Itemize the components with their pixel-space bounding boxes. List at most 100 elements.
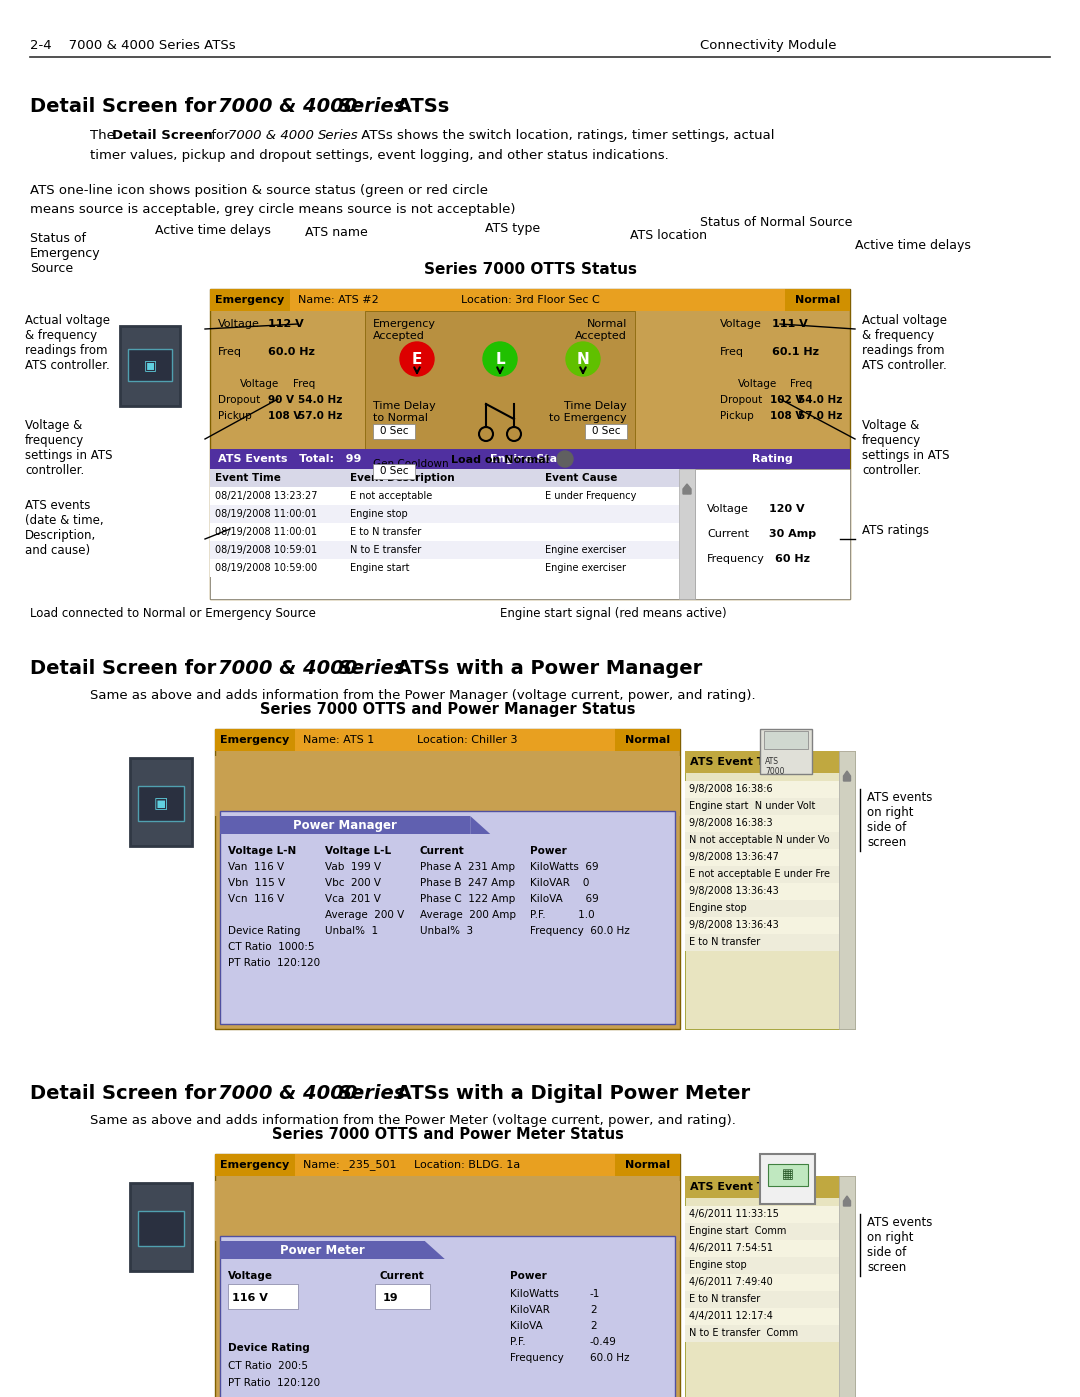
Text: Series 7000 OTTS and Power Meter Status: Series 7000 OTTS and Power Meter Status xyxy=(271,1127,623,1141)
Bar xyxy=(375,1284,430,1309)
Text: Emergency: Emergency xyxy=(215,295,285,305)
Bar xyxy=(373,464,415,479)
Text: Engine stop: Engine stop xyxy=(689,1260,746,1270)
Text: Dropout: Dropout xyxy=(218,395,260,405)
Text: 7000 & 4000: 7000 & 4000 xyxy=(228,129,319,142)
Bar xyxy=(215,756,680,816)
Bar xyxy=(785,289,850,312)
Text: E not acceptable E under Fre: E not acceptable E under Fre xyxy=(689,869,831,879)
Text: ATS one-line icon shows position & source status (green or red circle: ATS one-line icon shows position & sourc… xyxy=(30,184,488,197)
Text: Power: Power xyxy=(510,1271,546,1281)
Text: Unbal%  1: Unbal% 1 xyxy=(325,926,378,936)
Circle shape xyxy=(566,342,600,376)
Bar xyxy=(220,812,675,1024)
Bar xyxy=(760,1154,815,1204)
Text: Name: _235_501: Name: _235_501 xyxy=(303,1160,396,1171)
Bar xyxy=(696,469,850,599)
Text: 2: 2 xyxy=(590,1322,596,1331)
Circle shape xyxy=(400,342,434,376)
Text: -0.49: -0.49 xyxy=(590,1337,617,1347)
Bar xyxy=(210,504,679,522)
Text: KiloVA       69: KiloVA 69 xyxy=(530,894,598,904)
Bar xyxy=(685,916,839,935)
Text: Voltage &
frequency
settings in ATS
controller.: Voltage & frequency settings in ATS cont… xyxy=(862,419,949,476)
Text: E to N transfer: E to N transfer xyxy=(689,1294,760,1303)
Text: 0 Sec: 0 Sec xyxy=(380,467,408,476)
Text: Rating: Rating xyxy=(752,454,793,464)
Text: 60.0 Hz: 60.0 Hz xyxy=(268,346,315,358)
Text: Freq: Freq xyxy=(720,346,744,358)
Text: 08/19/2008 10:59:01: 08/19/2008 10:59:01 xyxy=(215,545,318,555)
Text: Voltage: Voltage xyxy=(218,319,260,330)
Text: Engine stop: Engine stop xyxy=(689,902,746,914)
Text: Same as above and adds information from the Power Meter (voltage current, power,: Same as above and adds information from … xyxy=(90,1113,735,1127)
Text: ATS Event Total: 99: ATS Event Total: 99 xyxy=(690,1182,811,1192)
Text: 2-4    7000 & 4000 Series ATSs: 2-4 7000 & 4000 Series ATSs xyxy=(30,39,235,52)
Text: KiloVA: KiloVA xyxy=(510,1322,543,1331)
Text: 102 V: 102 V xyxy=(770,395,804,405)
Text: Time Delay
to Emergency: Time Delay to Emergency xyxy=(550,401,627,423)
Text: Dropout: Dropout xyxy=(720,395,762,405)
Text: ▣: ▣ xyxy=(153,796,168,812)
Text: CT Ratio  1000:5: CT Ratio 1000:5 xyxy=(228,942,314,951)
Text: Vca  201 V: Vca 201 V xyxy=(325,894,381,904)
Bar xyxy=(210,448,696,469)
Text: CT Ratio  200:5: CT Ratio 200:5 xyxy=(228,1361,308,1370)
Text: 4/6/2011 11:33:15: 4/6/2011 11:33:15 xyxy=(689,1208,779,1220)
Text: ATS
7000: ATS 7000 xyxy=(765,757,784,777)
Bar xyxy=(685,1324,839,1343)
Text: Phase A  231 Amp: Phase A 231 Amp xyxy=(420,862,515,872)
Text: Series 7000 OTTS Status: Series 7000 OTTS Status xyxy=(423,263,636,277)
Bar xyxy=(685,814,839,833)
Text: KiloVAR    0: KiloVAR 0 xyxy=(530,877,590,888)
Bar xyxy=(685,752,855,1030)
Text: Power: Power xyxy=(530,847,567,856)
Text: Event Cause: Event Cause xyxy=(545,474,618,483)
Text: Current: Current xyxy=(707,529,750,539)
Text: Normal: Normal xyxy=(625,735,671,745)
Text: Phase B  247 Amp: Phase B 247 Amp xyxy=(420,877,515,888)
Bar xyxy=(685,1308,839,1324)
Bar xyxy=(685,1222,839,1241)
Text: Series: Series xyxy=(318,129,359,142)
Text: 4/6/2011 7:49:40: 4/6/2011 7:49:40 xyxy=(689,1277,773,1287)
Text: N to E transfer  Comm: N to E transfer Comm xyxy=(689,1329,798,1338)
Text: Voltage: Voltage xyxy=(720,319,761,330)
Text: 54.0 Hz: 54.0 Hz xyxy=(798,395,842,405)
Text: Power Manager: Power Manager xyxy=(293,819,397,831)
Text: 7000 & 4000: 7000 & 4000 xyxy=(218,659,364,678)
Text: ATS ratings: ATS ratings xyxy=(862,524,929,536)
Bar xyxy=(210,559,679,577)
Bar xyxy=(210,469,696,599)
FancyArrow shape xyxy=(683,483,691,495)
Text: Normal: Normal xyxy=(796,295,840,305)
Text: Location: Chiller 3: Location: Chiller 3 xyxy=(417,735,517,745)
Text: KiloWatts: KiloWatts xyxy=(510,1289,558,1299)
Text: P.F.          1.0: P.F. 1.0 xyxy=(530,909,595,921)
Text: KiloWatts  69: KiloWatts 69 xyxy=(530,862,598,872)
Text: Detail Screen: Detail Screen xyxy=(112,129,213,142)
Bar xyxy=(129,349,172,381)
FancyArrow shape xyxy=(843,771,851,781)
Text: Location: BLDG. 1a: Location: BLDG. 1a xyxy=(415,1160,521,1171)
Bar xyxy=(685,1176,855,1397)
Text: Name: ATS #2: Name: ATS #2 xyxy=(298,295,379,305)
Text: Current: Current xyxy=(420,847,464,856)
Text: ATS name: ATS name xyxy=(305,226,368,239)
Text: Engine Start: Engine Start xyxy=(490,454,568,464)
Text: E under Frequency: E under Frequency xyxy=(545,490,636,502)
Text: Average  200 Amp: Average 200 Amp xyxy=(420,909,516,921)
Bar xyxy=(585,425,627,439)
Text: Location: 3rd Floor Sec C: Location: 3rd Floor Sec C xyxy=(461,295,599,305)
Text: 60.1 Hz: 60.1 Hz xyxy=(772,346,819,358)
Text: Device Rating: Device Rating xyxy=(228,926,300,936)
Bar xyxy=(685,1176,855,1199)
Text: Series: Series xyxy=(338,1084,406,1104)
Bar xyxy=(768,1164,808,1186)
Text: Gen Cooldown: Gen Cooldown xyxy=(373,460,448,469)
Text: Actual voltage
& frequency
readings from
ATS controller.: Actual voltage & frequency readings from… xyxy=(25,314,110,372)
Text: 2: 2 xyxy=(590,1305,596,1315)
Text: 120 V: 120 V xyxy=(769,504,805,514)
Text: means source is acceptable, grey circle means source is not acceptable): means source is acceptable, grey circle … xyxy=(30,203,515,217)
Text: Active time delays: Active time delays xyxy=(855,239,971,251)
